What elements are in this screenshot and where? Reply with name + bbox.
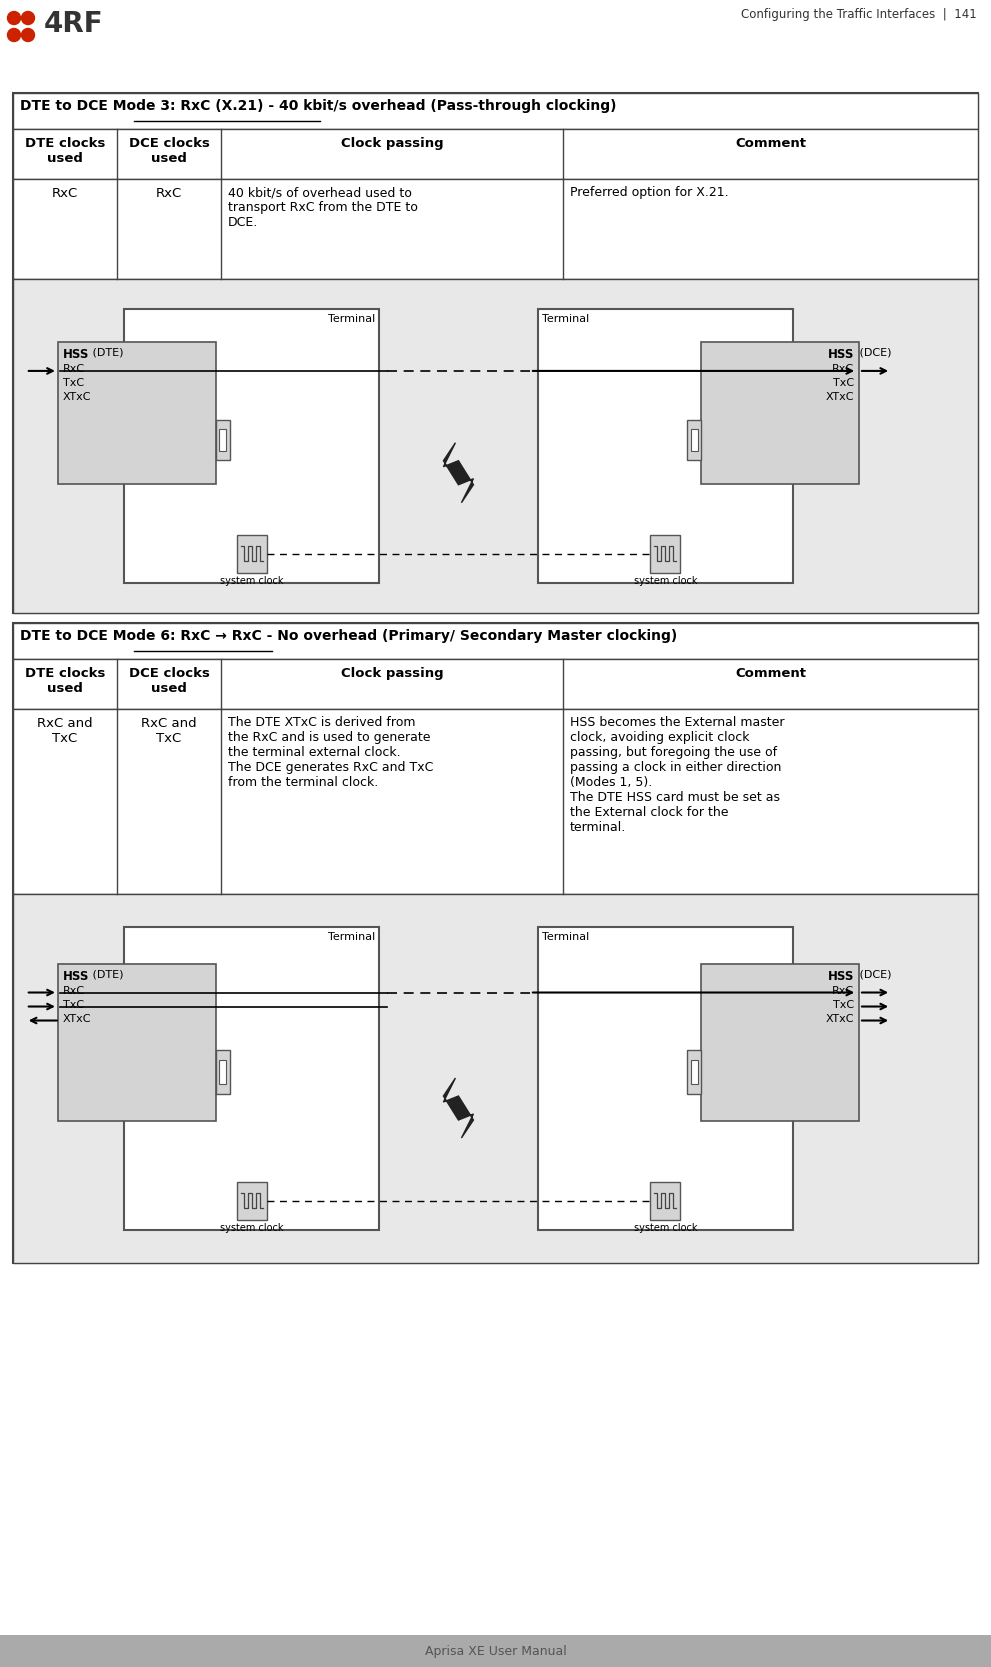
Text: RxC: RxC [52,187,78,200]
Text: Terminal: Terminal [542,932,590,942]
Bar [124,927,379,1230]
Bar [57,342,216,485]
Text: Configuring the Traffic Interfaces  |  141: Configuring the Traffic Interfaces | 141 [741,8,977,22]
Bar [691,1060,698,1084]
Bar [13,93,978,613]
Bar [57,964,216,1120]
Bar [13,708,978,894]
Circle shape [22,28,35,42]
Text: HSS: HSS [62,970,89,982]
Text: DTE clocks
used: DTE clocks used [25,667,105,695]
Text: XTxC: XTxC [62,1014,91,1024]
Text: RxC: RxC [62,985,85,995]
Bar [701,964,859,1120]
Bar [687,1050,701,1094]
Text: RxC and
TxC: RxC and TxC [38,717,93,745]
Text: The DTE XTxC is derived from
the RxC and is used to generate
the terminal extern: The DTE XTxC is derived from the RxC and… [228,717,433,788]
Text: system clock: system clock [633,1224,697,1234]
Text: RxC: RxC [156,187,182,200]
Bar [13,178,978,278]
Text: Clock passing: Clock passing [341,137,443,150]
Bar [13,623,978,1264]
Text: XTxC: XTxC [62,392,91,402]
Text: Clock passing: Clock passing [341,667,443,680]
Text: (DTE): (DTE) [89,348,123,358]
Text: DTE clocks
used: DTE clocks used [25,137,105,165]
Polygon shape [443,443,474,503]
Bar [13,658,978,708]
Bar [216,1050,230,1094]
Text: system clock: system clock [220,1224,283,1234]
Text: TxC: TxC [832,1000,854,1010]
Bar [650,535,681,573]
Text: TxC: TxC [62,378,84,388]
Text: 4RF: 4RF [44,10,104,38]
Text: HSS: HSS [827,348,854,362]
Text: RxC and
TxC: RxC and TxC [141,717,197,745]
Text: RxC: RxC [62,363,85,373]
Bar [538,927,793,1230]
Bar [237,535,267,573]
Text: (DCE): (DCE) [856,348,892,358]
Bar [124,308,379,583]
Bar [701,342,859,485]
Text: (DCE): (DCE) [856,970,892,980]
Text: Terminal: Terminal [328,932,375,942]
Text: Terminal: Terminal [542,313,590,323]
Bar [237,1182,267,1220]
Polygon shape [443,1079,474,1139]
Text: HSS: HSS [827,970,854,982]
Bar [0,1635,991,1667]
Text: Comment: Comment [735,667,806,680]
Circle shape [22,12,35,25]
Text: DCE clocks
used: DCE clocks used [129,137,209,165]
Bar [687,420,701,460]
Text: RxC: RxC [831,985,854,995]
Text: (DTE): (DTE) [89,970,123,980]
Bar [13,623,978,658]
Text: system clock: system clock [220,575,283,585]
Text: RxC: RxC [831,363,854,373]
Bar [219,428,226,452]
Bar [538,308,793,583]
Text: DTE to DCE Mode 3: RxC (X.21) - 40 kbit/s overhead (Pass-through clocking): DTE to DCE Mode 3: RxC (X.21) - 40 kbit/… [20,98,616,113]
Text: Aprisa XE User Manual: Aprisa XE User Manual [424,1645,567,1657]
Text: TxC: TxC [62,1000,84,1010]
Bar [650,1182,681,1220]
Bar [13,894,978,1264]
Text: Terminal: Terminal [328,313,375,323]
Text: TxC: TxC [832,378,854,388]
Bar [691,428,698,452]
Text: HSS becomes the External master
clock, avoiding explicit clock
passing, but fore: HSS becomes the External master clock, a… [570,717,785,834]
Text: Comment: Comment [735,137,806,150]
Bar [13,128,978,178]
Bar [216,420,230,460]
Bar [13,278,978,613]
Text: 40 kbit/s of overhead used to
transport RxC from the DTE to
DCE.: 40 kbit/s of overhead used to transport … [228,187,418,228]
Text: DCE clocks
used: DCE clocks used [129,667,209,695]
Circle shape [8,12,21,25]
Text: XTxC: XTxC [826,392,854,402]
Text: XTxC: XTxC [826,1014,854,1024]
Text: HSS: HSS [62,348,89,362]
Bar [219,1060,226,1084]
Circle shape [8,28,21,42]
Text: system clock: system clock [633,575,697,585]
Text: Preferred option for X.21.: Preferred option for X.21. [570,187,728,198]
Bar [13,93,978,128]
Text: DTE to DCE Mode 6: RxC → RxC - No overhead (Primary/ Secondary Master clocking): DTE to DCE Mode 6: RxC → RxC - No overhe… [20,628,677,643]
